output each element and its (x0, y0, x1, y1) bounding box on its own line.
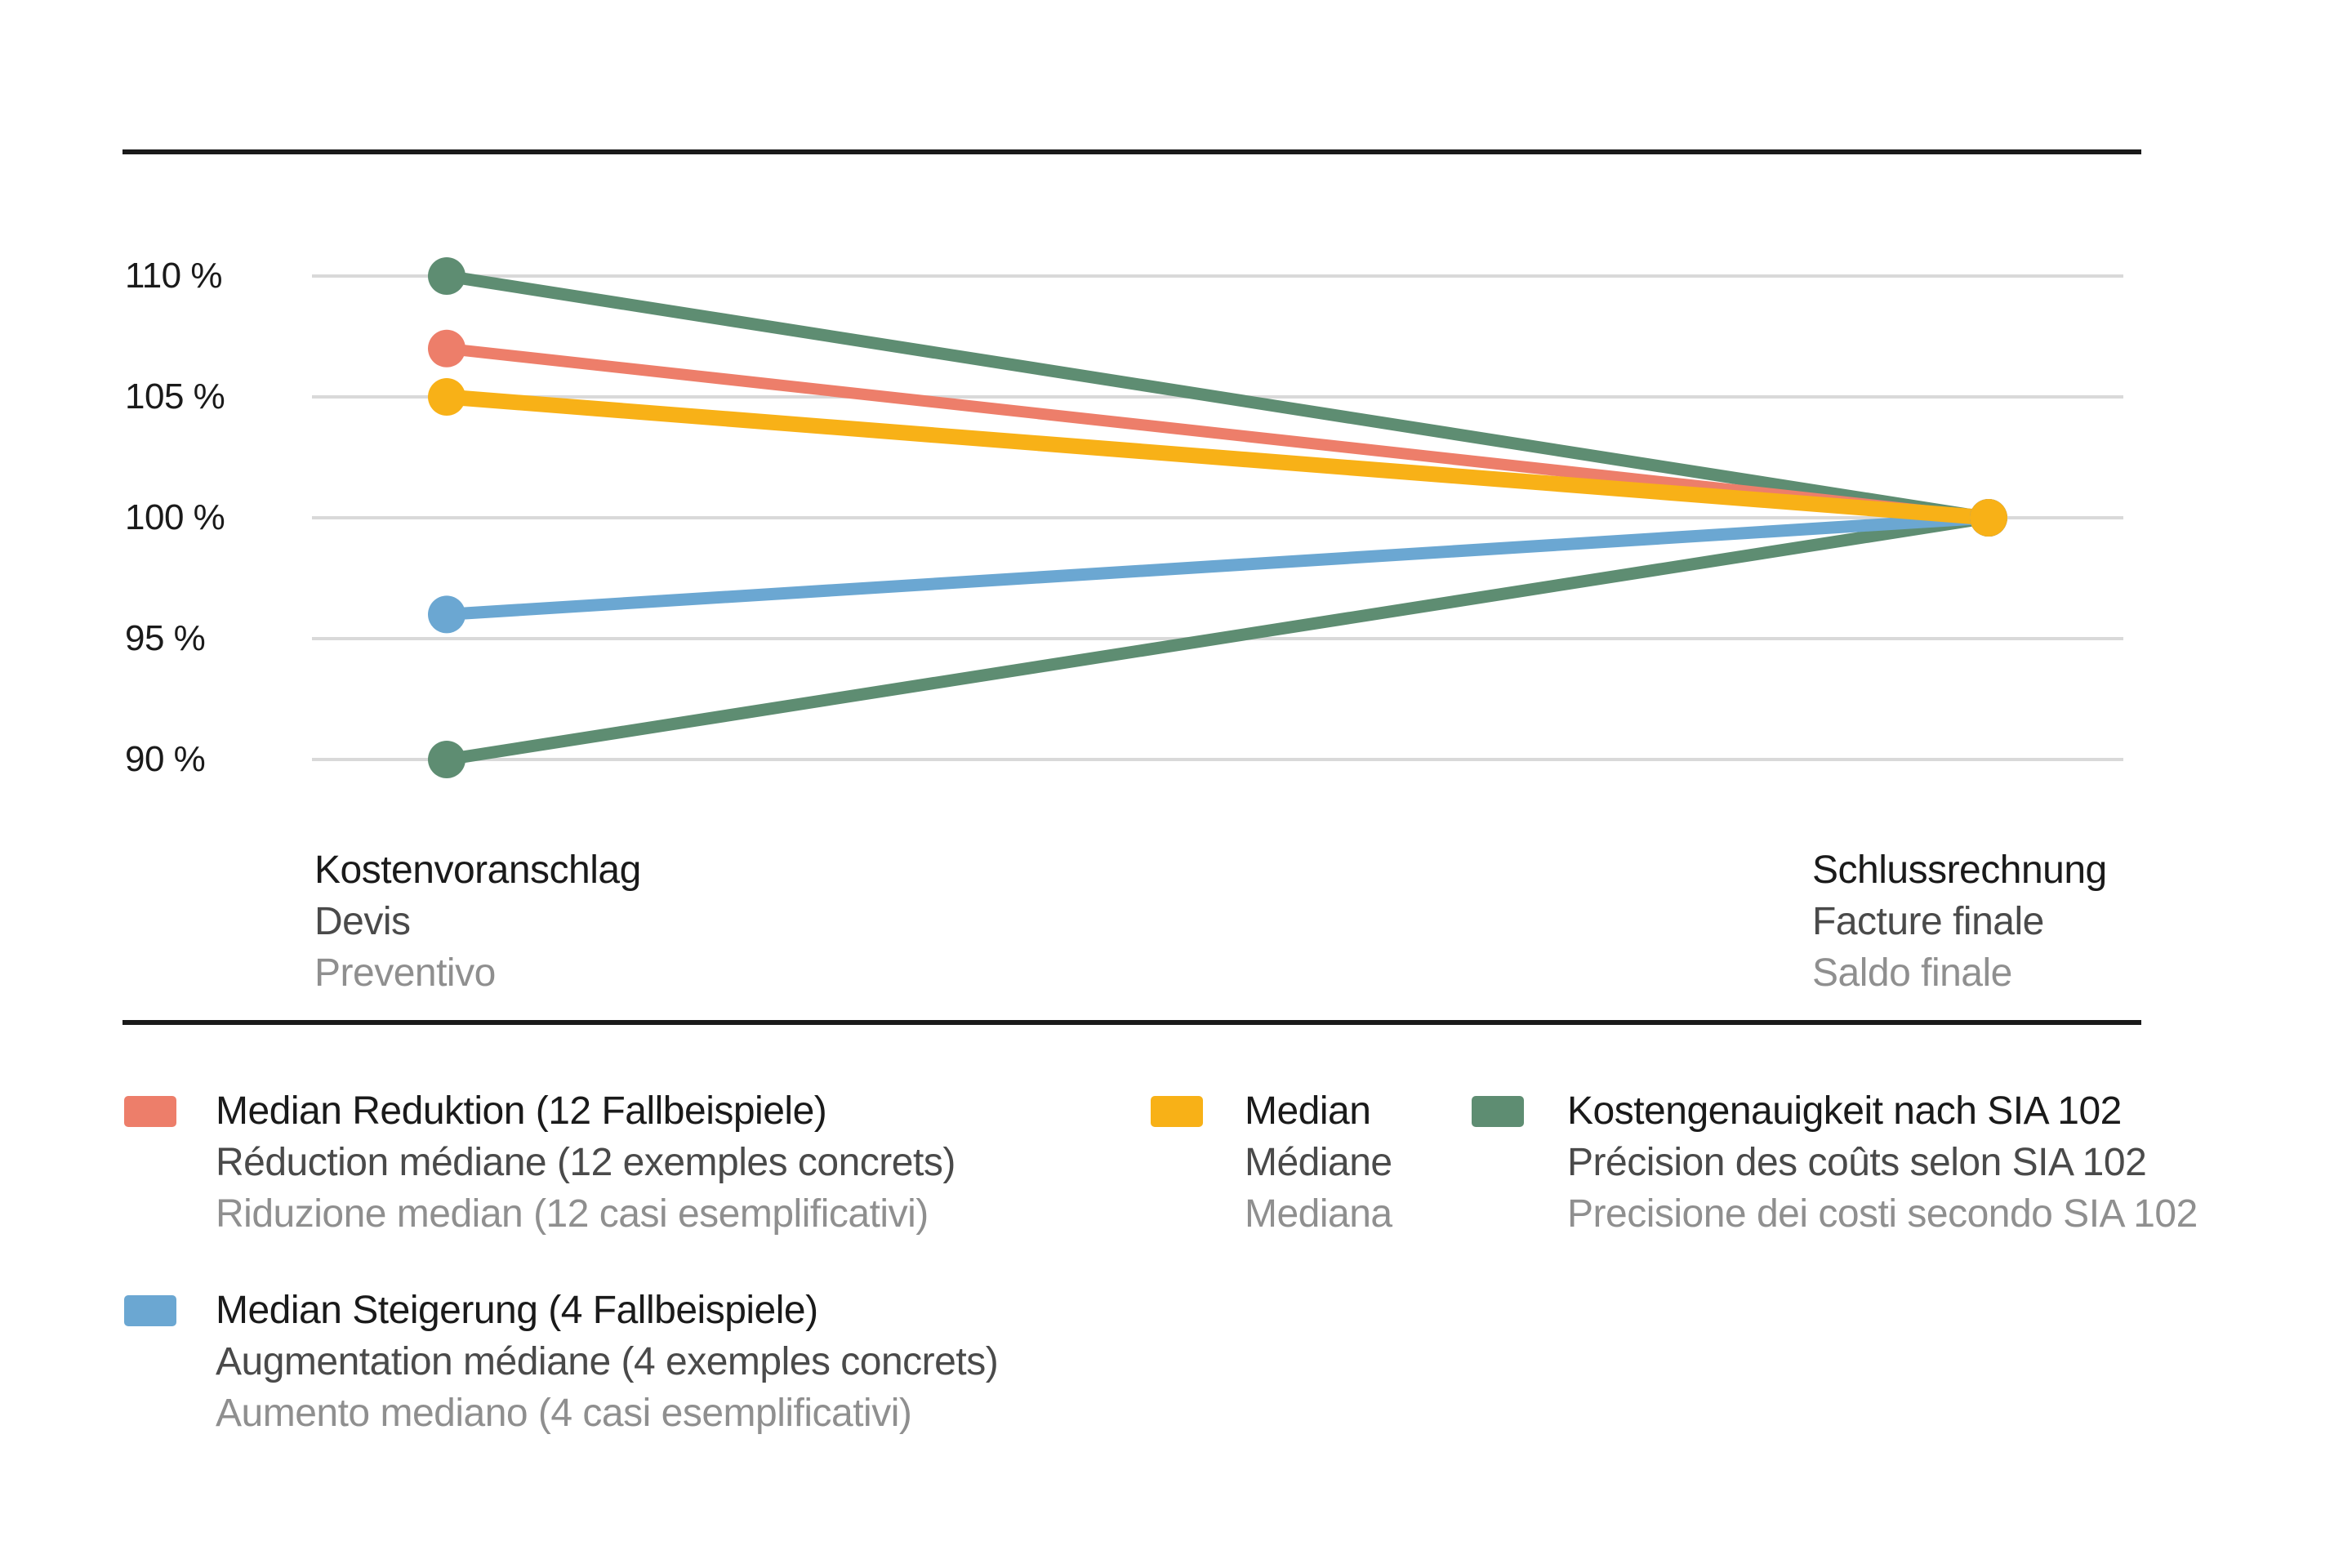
x-label-estimate-it: Preventivo (314, 951, 496, 995)
y-tick-105: 105 % (125, 376, 225, 416)
legend-sia102-fr: Précision des coûts selon SIA 102 (1567, 1141, 2147, 1184)
separator-rule (122, 1020, 2141, 1025)
legend-median-fr: Médiane (1245, 1141, 1392, 1184)
legend-median-reduction-de: Median Reduktion (12 Fallbeispiele) (216, 1089, 827, 1133)
y-tick-95: 95 % (125, 618, 206, 658)
legend-item-median-reduction: Median Reduktion (12 Fallbeispiele) Rédu… (216, 1085, 956, 1240)
x-label-final-de: Schlussrechnung (1812, 849, 2107, 892)
gridline-100 (312, 516, 2123, 519)
legend-median-it: Mediana (1245, 1192, 1392, 1236)
legend-median-increase-fr: Augmentation médiane (4 exemples concret… (216, 1340, 999, 1383)
gridline-90 (312, 758, 2123, 761)
legend-sia102-de: Kostengenauigkeit nach SIA 102 (1567, 1089, 2122, 1133)
legend-sia102-it: Precisione dei costi secondo SIA 102 (1567, 1192, 2198, 1236)
legend-median-reduction-fr: Réduction médiane (12 exemples concrets) (216, 1141, 956, 1184)
legend-item-median: Median Médiane Mediana (1245, 1085, 1392, 1240)
legend-item-sia102: Kostengenauigkeit nach SIA 102 Précision… (1567, 1085, 2198, 1240)
legend-median-reduction-it: Riduzione median (12 casi esemplificativ… (216, 1192, 929, 1236)
x-label-estimate-fr: Devis (314, 900, 411, 943)
legend-swatch-median-increase (124, 1295, 176, 1326)
y-tick-100: 100 % (125, 497, 225, 537)
x-label-final-it: Saldo finale (1812, 951, 2012, 995)
legend-item-median-increase: Median Steigerung (4 Fallbeispiele) Augm… (216, 1285, 999, 1439)
top-rule (122, 149, 2141, 154)
gridline-110 (312, 274, 2123, 278)
legend-median-increase-it: Aumento mediano (4 casi esemplificativi) (216, 1392, 912, 1435)
x-label-estimate-de: Kostenvoranschlag (314, 849, 641, 892)
x-label-estimate: Kostenvoranschlag Devis Preventivo (314, 844, 641, 999)
legend-swatch-median-reduction (124, 1096, 176, 1127)
y-tick-110: 110 % (125, 256, 223, 296)
x-label-final-invoice: Schlussrechnung Facture finale Saldo fin… (1812, 844, 2107, 999)
legend-swatch-median (1151, 1096, 1203, 1127)
legend-median-increase-de: Median Steigerung (4 Fallbeispiele) (216, 1289, 818, 1332)
y-tick-90: 90 % (125, 739, 206, 779)
x-label-final-fr: Facture finale (1812, 900, 2044, 943)
legend-swatch-sia102 (1472, 1096, 1524, 1127)
legend-median-de: Median (1245, 1089, 1371, 1133)
